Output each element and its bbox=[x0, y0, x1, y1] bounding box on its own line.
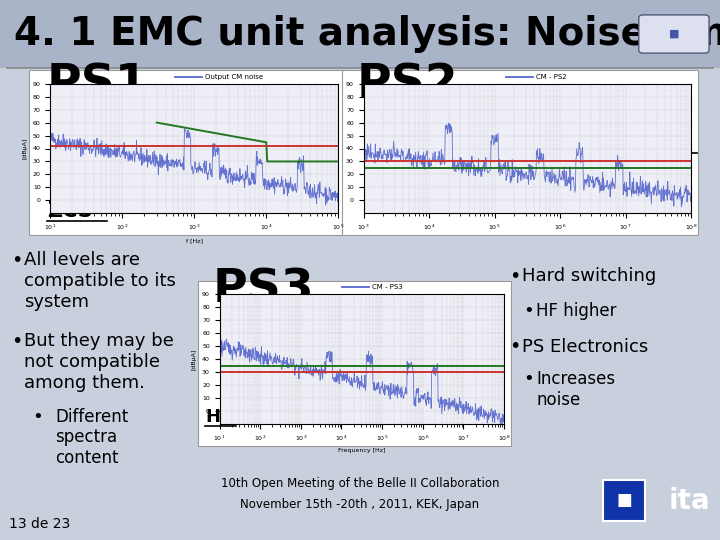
Text: 10th Open Meeting of the Belle II Collaboration: 10th Open Meeting of the Belle II Collab… bbox=[221, 477, 499, 490]
Text: •: • bbox=[523, 370, 534, 388]
Text: 13 de 23: 13 de 23 bbox=[9, 517, 70, 531]
Text: All levels are
compatible to its
system: All levels are compatible to its system bbox=[24, 251, 176, 310]
FancyBboxPatch shape bbox=[603, 481, 645, 522]
X-axis label: Frequency [Hz]: Frequency [Hz] bbox=[338, 449, 385, 454]
Text: ita: ita bbox=[669, 487, 711, 515]
Text: •: • bbox=[11, 332, 22, 351]
FancyBboxPatch shape bbox=[29, 70, 346, 235]
Text: ■: ■ bbox=[669, 29, 679, 39]
Text: EU Class B: EU Class B bbox=[372, 296, 409, 303]
Text: Hard switching: Hard switching bbox=[522, 267, 656, 285]
X-axis label: f [Hz]: f [Hz] bbox=[186, 238, 203, 243]
FancyBboxPatch shape bbox=[342, 70, 698, 235]
Text: EU Class B: EU Class B bbox=[204, 86, 242, 92]
Text: PS2: PS2 bbox=[356, 62, 458, 107]
Text: EU class A: EU class A bbox=[372, 309, 408, 315]
Text: CM - PS2: CM - PS2 bbox=[536, 73, 567, 80]
Text: ZCS: ZCS bbox=[47, 201, 93, 221]
Text: Different
spectra
content: Different spectra content bbox=[55, 408, 129, 467]
Text: EU - Class B: EU - Class B bbox=[536, 86, 578, 92]
FancyBboxPatch shape bbox=[198, 281, 511, 446]
Text: •: • bbox=[509, 267, 521, 286]
Text: ■: ■ bbox=[616, 491, 632, 509]
Text: •: • bbox=[11, 251, 22, 270]
Text: EU Class A: EU Class A bbox=[204, 98, 242, 105]
Y-axis label: [dBµA]: [dBµA] bbox=[192, 348, 197, 370]
FancyBboxPatch shape bbox=[0, 0, 720, 68]
Text: EU - Class A: EU - Class A bbox=[536, 98, 578, 105]
Y-axis label: [dBµA]: [dBµA] bbox=[22, 138, 27, 159]
Text: •: • bbox=[32, 408, 43, 426]
Text: •: • bbox=[523, 302, 534, 320]
Text: HS - Electroncis: HS - Electroncis bbox=[479, 134, 626, 152]
Text: PS1: PS1 bbox=[47, 62, 148, 107]
Text: HF higher: HF higher bbox=[536, 302, 617, 320]
Text: •: • bbox=[509, 338, 521, 356]
FancyBboxPatch shape bbox=[639, 15, 709, 53]
Text: PS Electronics: PS Electronics bbox=[522, 338, 648, 355]
Text: 4. 1 EMC unit analysis: Noise emissions: 4. 1 EMC unit analysis: Noise emissions bbox=[14, 15, 720, 53]
Text: November 15th -20th , 2011, KEK, Japan: November 15th -20th , 2011, KEK, Japan bbox=[240, 497, 480, 511]
Text: Output CM noise: Output CM noise bbox=[204, 73, 263, 80]
Text: Increases
noise: Increases noise bbox=[536, 370, 616, 409]
Text: But they may be
not compatible
among them.: But they may be not compatible among the… bbox=[24, 332, 174, 392]
Text: PS3: PS3 bbox=[212, 267, 314, 313]
Text: HS: HS bbox=[205, 408, 233, 426]
Text: CM - PS3: CM - PS3 bbox=[372, 284, 403, 291]
